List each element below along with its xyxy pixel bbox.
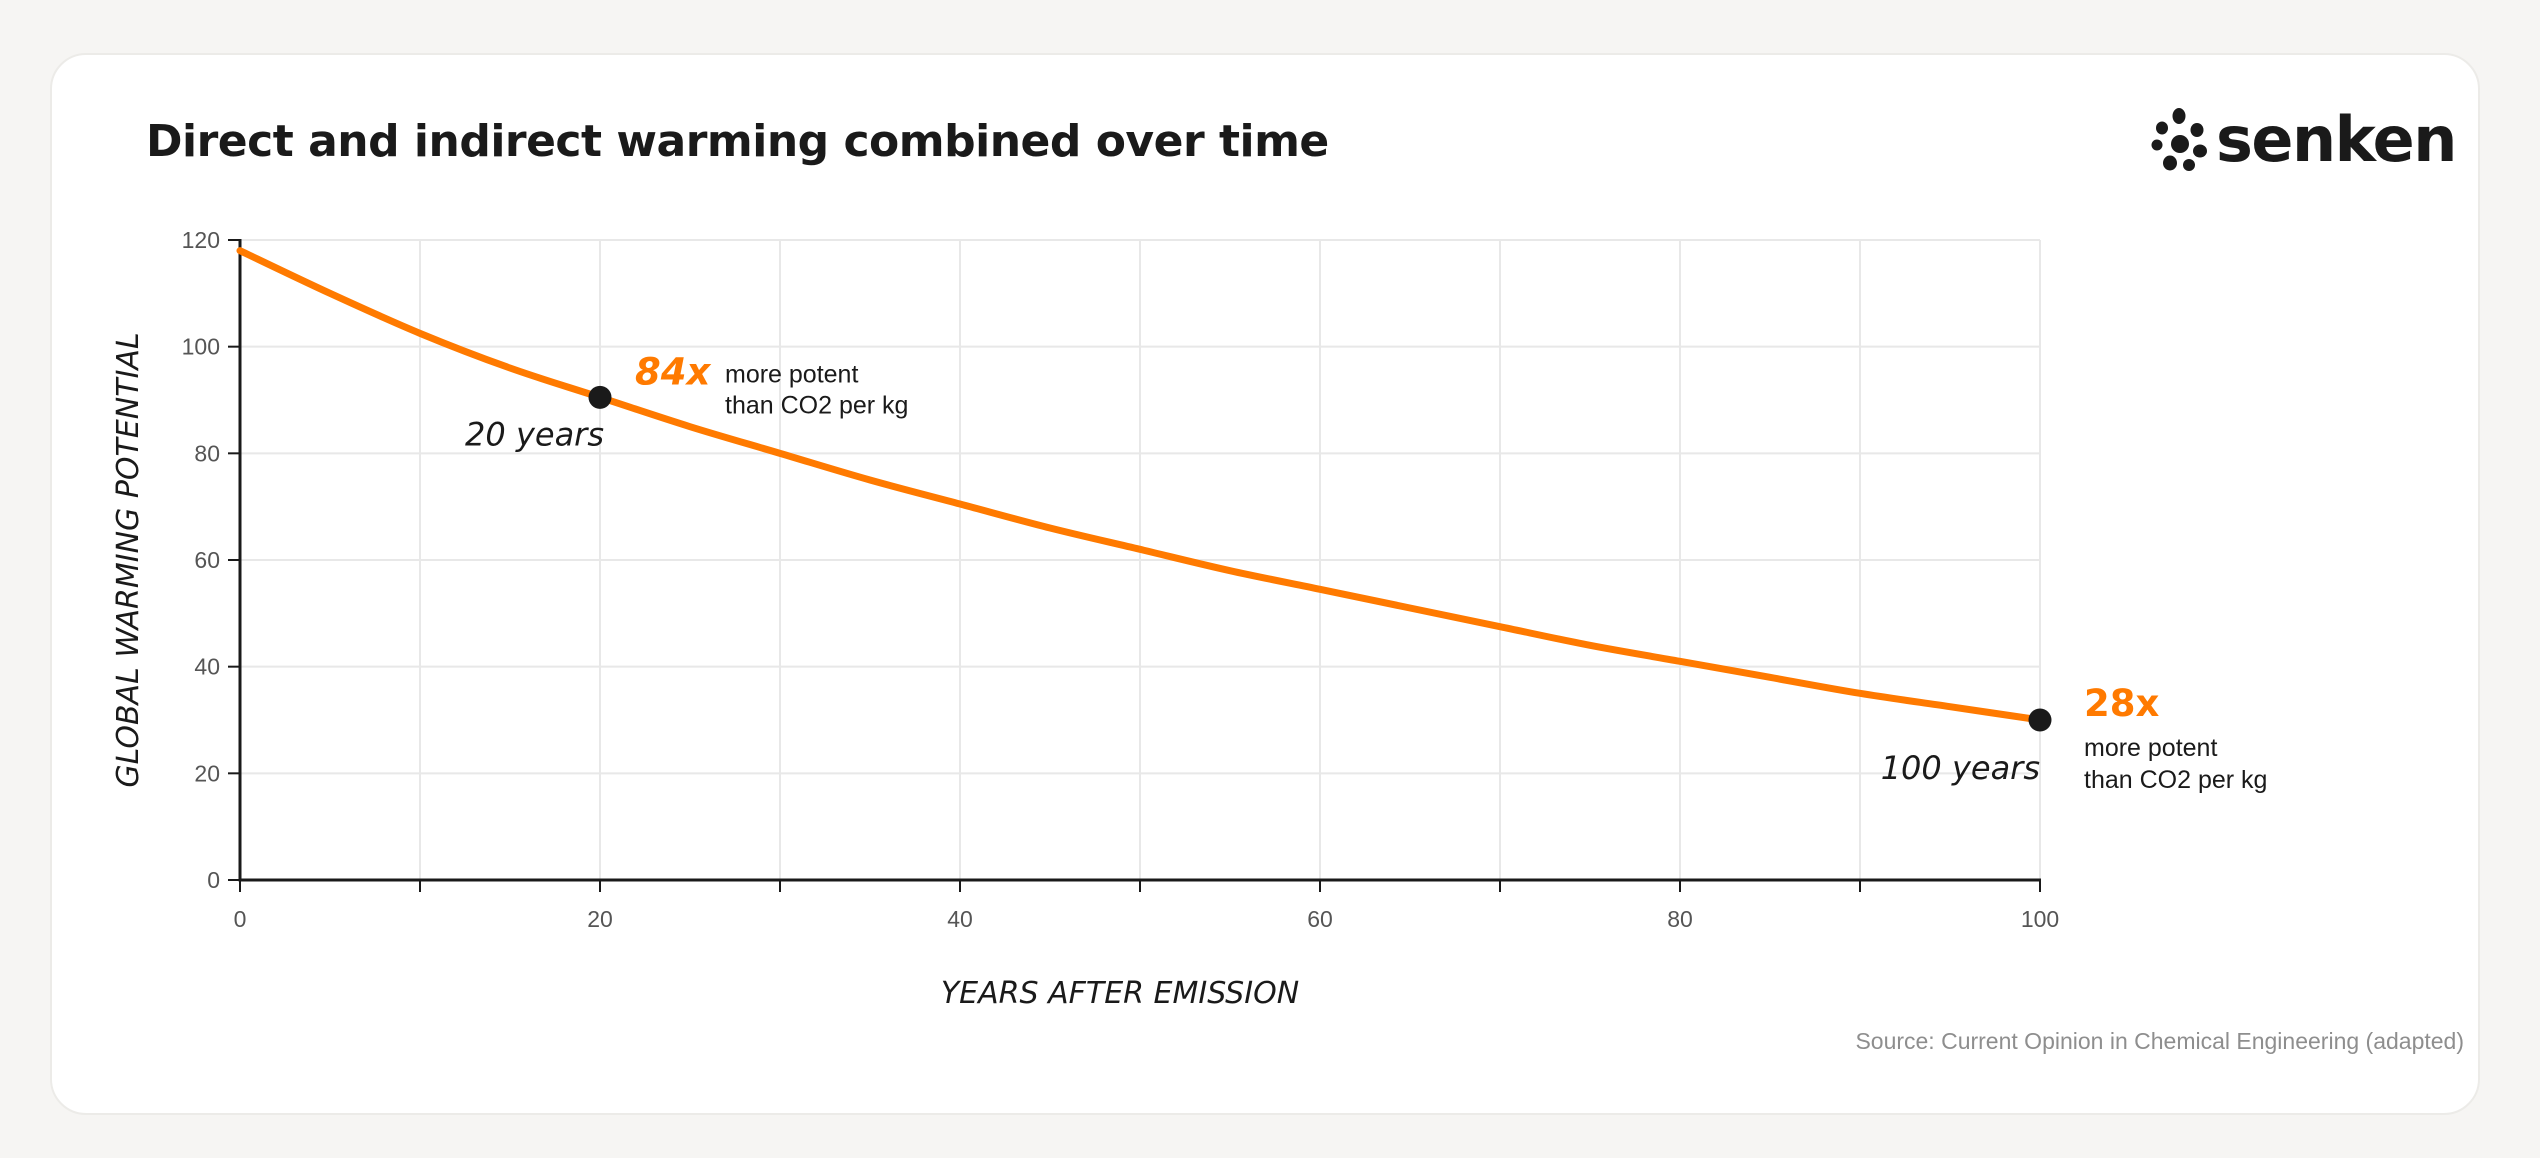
source-note: Source: Current Opinion in Chemical Engi…	[1855, 1028, 2464, 1054]
x-tick-label: 40	[947, 906, 973, 932]
y-tick-label: 100	[182, 334, 220, 360]
annotation-line-1: more potent	[2084, 734, 2217, 762]
y-tick-label: 40	[194, 654, 220, 680]
x-tick-label: 60	[1307, 906, 1333, 932]
x-tick-label: 20	[587, 906, 613, 932]
chart-series	[236, 247, 2044, 724]
x-axis-title: YEARS AFTER EMISSION	[941, 976, 1299, 1011]
x-tick-label: 100	[2021, 906, 2059, 932]
multiplier-label: 84x	[635, 350, 711, 393]
chart-title: Direct and indirect warming combined ove…	[146, 116, 1329, 167]
y-axis-title: GLOBAL WARMING POTENTIAL	[111, 332, 146, 787]
x-tick-label: 80	[1667, 906, 1693, 932]
brand-name: senken	[2216, 103, 2457, 176]
point-label: 100 years	[1881, 749, 2040, 787]
y-tick-label: 120	[182, 227, 220, 253]
data-point-marker	[588, 385, 612, 409]
chart-ticks: 0 20 40 60 80 100 0 20 40 60 80 100 120	[182, 227, 2060, 932]
chart-grid	[240, 239, 2041, 880]
annotation-line-2: than CO2 per kg	[2084, 766, 2267, 794]
annotation-line-2: than CO2 per kg	[725, 391, 908, 419]
x-tick-label: 0	[234, 906, 247, 932]
multiplier-label: 28x	[2084, 682, 2159, 725]
y-tick-label: 0	[207, 867, 220, 893]
data-point-marker	[2028, 708, 2052, 732]
senken-dots-icon	[2151, 108, 2207, 171]
brand-logo[interactable]: senken	[2150, 100, 2457, 180]
y-tick-label: 80	[194, 440, 220, 466]
series-line-gwp	[236, 247, 2044, 724]
annotation-line-1: more potent	[725, 360, 858, 388]
chart-annotations: 20 years 84x more potent than CO2 per kg 100…	[465, 350, 2267, 794]
y-tick-label: 20	[194, 760, 220, 786]
point-label: 20 years	[465, 415, 604, 453]
chart-card	[50, 53, 2480, 1115]
y-tick-label: 60	[194, 547, 220, 573]
